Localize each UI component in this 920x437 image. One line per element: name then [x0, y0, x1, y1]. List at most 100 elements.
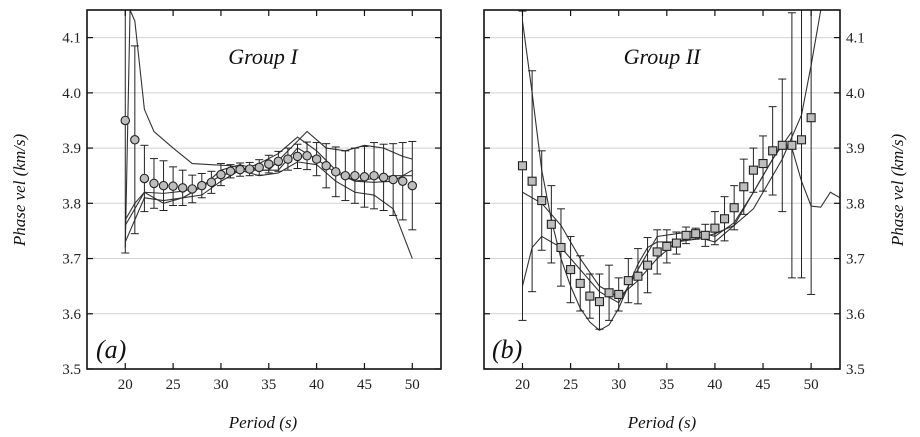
data-point-32	[633, 271, 643, 281]
data-point-43	[340, 170, 351, 181]
x-tick-label-30: 30	[213, 377, 228, 393]
y-tick-label-3.7: 3.7	[846, 252, 865, 268]
data-point-50	[407, 180, 418, 191]
data-point-45	[359, 172, 370, 182]
data-point-24	[158, 180, 169, 191]
data-point-34	[652, 247, 662, 257]
data-point-20	[517, 161, 528, 171]
data-point-49	[397, 176, 408, 186]
data-point-47	[378, 172, 389, 183]
data-point-35	[662, 241, 672, 251]
data-point-36	[671, 238, 681, 248]
data-point-27	[585, 291, 595, 301]
data-point-40	[710, 223, 720, 233]
data-point-41	[321, 161, 331, 171]
x-tick-label-25: 25	[563, 377, 578, 393]
panel-b-markers	[517, 113, 816, 307]
y-tick-label-3.8: 3.8	[62, 196, 81, 212]
y-tick-label-4.0: 4.0	[62, 86, 81, 102]
x-tick-label-45: 45	[756, 377, 771, 393]
panel-a-frame	[86, 9, 442, 370]
panel-a-letter: (a)	[96, 335, 126, 364]
y-tick-label-3.9: 3.9	[846, 141, 865, 157]
data-point-21	[527, 176, 537, 186]
data-point-22	[537, 195, 547, 206]
x-tick-label-30: 30	[611, 377, 626, 393]
data-point-37	[681, 230, 691, 240]
x-tick-label-35: 35	[261, 377, 276, 393]
data-point-46	[768, 146, 778, 156]
data-point-41	[719, 214, 730, 224]
data-point-44	[748, 165, 758, 175]
x-tick-label-25: 25	[166, 377, 181, 393]
model-curve-3	[124, 161, 413, 259]
x-tick-label-45: 45	[357, 377, 372, 393]
data-point-25	[168, 181, 178, 191]
data-point-28	[197, 180, 207, 191]
y-tick-label-3.7: 3.7	[62, 252, 81, 268]
data-point-23	[149, 178, 159, 189]
data-point-44	[350, 170, 360, 181]
panel-a: 20 25 30 35 40 45 50 3.5 3.6 3.7 3.8 3.9 4.0 4.1 Gro…	[10, 9, 442, 432]
data-point-30	[216, 169, 226, 180]
data-point-39	[700, 230, 710, 240]
data-point-29	[206, 177, 217, 188]
panel-a-y-axis-title: Phase vel (km/s)	[10, 133, 29, 247]
data-point-21	[130, 135, 140, 145]
panel-b-y-axis-title: Phase vel (km/s)	[888, 133, 907, 247]
data-point-34	[254, 162, 264, 173]
panel-a-gridlines	[87, 37, 441, 370]
data-point-26	[177, 183, 188, 193]
data-point-29	[604, 288, 614, 298]
data-point-28	[594, 297, 605, 307]
data-point-46	[369, 170, 379, 181]
data-point-33	[244, 164, 255, 174]
data-point-47	[777, 140, 787, 150]
data-point-31	[623, 276, 633, 286]
data-point-49	[796, 135, 807, 145]
data-point-23	[546, 219, 556, 229]
panel-b-frame	[483, 9, 841, 370]
panel-b-x-axis-title: Period (s)	[627, 413, 697, 432]
data-point-37	[283, 154, 293, 164]
data-point-45	[758, 158, 768, 169]
data-point-20	[120, 115, 131, 126]
x-tick-label-40: 40	[309, 377, 324, 393]
x-tick-label-35: 35	[659, 377, 674, 393]
panel-a-y-ticks: 3.5 3.6 3.7 3.8 3.9 4.0 4.1	[62, 31, 441, 378]
panel-b: 20 25 30 35 40 45 50 3.5 3.6 3.7 3.8 3.9 4.0 4.1 Gro…	[483, 9, 907, 432]
panel-b-y-ticks: 3.5 3.6 3.7 3.8 3.9 4.0 4.1	[484, 31, 865, 378]
panel-b-x-ticks: 20 25 30 35 40 45 50	[515, 10, 819, 393]
y-tick-label-3.8: 3.8	[846, 196, 865, 212]
data-point-50	[806, 113, 816, 123]
x-tick-label-50: 50	[804, 377, 819, 393]
x-tick-label-20: 20	[118, 377, 133, 393]
data-point-42	[729, 203, 739, 213]
y-tick-label-3.5: 3.5	[62, 362, 81, 378]
data-point-27	[187, 184, 197, 194]
panel-a-markers	[120, 115, 418, 194]
y-tick-label-3.6: 3.6	[62, 307, 81, 323]
data-point-33	[643, 260, 653, 270]
y-tick-label-4.1: 4.1	[62, 31, 81, 47]
data-point-31	[225, 166, 236, 177]
data-point-43	[739, 182, 749, 192]
data-point-22	[139, 173, 150, 184]
model-curve-2	[124, 136, 413, 221]
y-tick-label-4.1: 4.1	[846, 31, 865, 47]
data-point-25	[566, 265, 576, 275]
data-point-32	[235, 164, 245, 175]
panel-b-title: Group II	[624, 44, 702, 69]
panel-a-title: Group I	[228, 44, 299, 69]
data-point-48	[787, 140, 797, 150]
data-point-38	[691, 229, 701, 239]
data-point-48	[388, 174, 398, 185]
data-point-35	[264, 159, 274, 169]
data-point-39	[302, 151, 312, 161]
panel-a-x-axis-title: Period (s)	[228, 413, 298, 432]
panel-b-letter: (b)	[492, 335, 522, 364]
x-tick-label-40: 40	[707, 377, 722, 393]
data-point-40	[311, 154, 322, 164]
y-tick-label-3.6: 3.6	[846, 307, 865, 323]
